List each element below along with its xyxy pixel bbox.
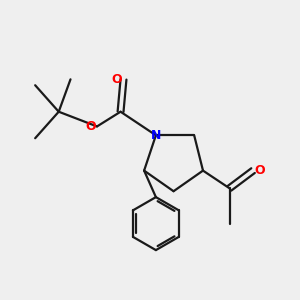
Text: O: O (112, 73, 122, 86)
Text: O: O (85, 120, 96, 133)
Text: O: O (254, 164, 265, 177)
Text: N: N (151, 129, 161, 142)
